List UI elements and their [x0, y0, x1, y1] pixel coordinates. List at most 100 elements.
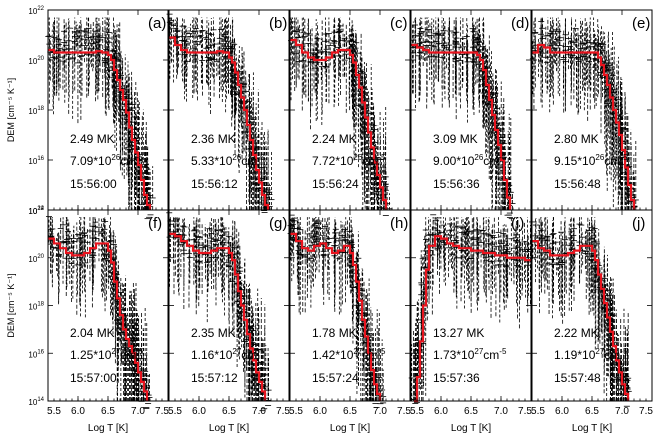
emission-measure-label: 7.09*1026cm-5 — [70, 153, 144, 168]
em-em-unit: cm — [241, 348, 257, 362]
em-em-mant: 9.15*10 — [554, 154, 596, 168]
temperature-label: 2.22 MK — [554, 326, 599, 340]
em-em-unit-exp: -5 — [136, 153, 144, 162]
y-tick-exp: 14 — [37, 206, 44, 212]
y-tick-base: 10 — [28, 107, 37, 116]
error-bars — [529, 217, 632, 407]
x-axis-label: Log T [K] — [209, 423, 249, 434]
x-axis-label: Log T [K] — [330, 423, 370, 434]
panel-a: (a) 2.49 MK 7.09*1026cm-5 15:56:00 — [45, 9, 169, 220]
x-tick-label: 6.0 — [434, 406, 448, 417]
panel-label: (g) — [269, 215, 287, 232]
panel-j: (j) 2.22 MK 1.19*1027cm-5 15:57:48 — [529, 209, 653, 407]
ticks — [47, 209, 169, 402]
em-em-unit-exp: -5 — [378, 347, 386, 356]
emission-measure-label: 1.42*1027cm-5 — [312, 347, 386, 362]
y-tick-exp: 20 — [37, 56, 44, 62]
x-axis-label: Log T [K] — [572, 423, 612, 434]
y-tick-base: 10 — [28, 350, 37, 359]
em-em-exp: 26 — [474, 153, 483, 162]
panel-label: (b) — [269, 15, 287, 32]
x-tick-label: 6.5 — [585, 406, 599, 417]
y-tick-base: 10 — [28, 57, 37, 66]
y-tick-exp: 22 — [37, 6, 44, 12]
y-tick-base: 10 — [28, 207, 37, 216]
panel-f: (f) 2.04 MK 1.25*1027cm-5 15:57:00 — [45, 209, 169, 409]
ticks — [168, 209, 290, 402]
em-em-unit: cm — [241, 154, 257, 168]
emission-measure-label: 5.33*1026cm-5 — [191, 153, 265, 168]
x-axis-label: Log T [K] — [451, 423, 491, 434]
em-em-mant: 1.19*10 — [554, 348, 596, 362]
y-tick-exp: 22 — [37, 206, 44, 212]
em-em-exp: 26 — [232, 153, 241, 162]
em-em-exp: 27 — [595, 347, 604, 356]
x-tick-label: 6.5 — [101, 406, 115, 417]
y-tick-label: 1014 — [28, 206, 44, 216]
em-em-mant: 1.42*10 — [312, 348, 354, 362]
y-tick-exp: 18 — [37, 302, 44, 308]
y-tick-label: 1016 — [28, 156, 44, 166]
emission-measure-label: 9.00*1026cm-5 — [433, 153, 507, 168]
em-em-exp: 27 — [232, 347, 241, 356]
x-tick-label: 7.5 — [155, 406, 169, 417]
y-tick-exp: 16 — [37, 156, 44, 162]
dem-curve — [290, 38, 388, 210]
ticks — [410, 209, 532, 402]
y-tick-label: 1022 — [28, 206, 44, 216]
dem-curve — [414, 235, 531, 403]
y-tick-label: 1018 — [28, 302, 44, 312]
x-tick-label: 7.5 — [397, 406, 411, 417]
panel-e: (e) 2.80 MK 9.15*1026cm-5 15:56:48 — [529, 9, 653, 211]
panel-d: (d) 3.09 MK 9.00*1026cm-5 15:56:36 — [409, 9, 532, 220]
em-em-exp: 27 — [474, 347, 483, 356]
em-em-unit: cm — [604, 348, 620, 362]
x-tick-label: 7.5 — [639, 406, 653, 417]
emission-measure-label: 1.25*1027cm-5 — [70, 347, 144, 362]
panel-label: (e) — [632, 15, 650, 32]
x-axis-label: Log T [K] — [88, 423, 128, 434]
panel-label: (h) — [390, 215, 408, 232]
em-em-mant: 9.00*10 — [433, 154, 475, 168]
ticks — [289, 209, 411, 402]
em-em-exp: 26 — [111, 153, 120, 162]
em-em-unit: cm — [483, 154, 499, 168]
y-tick-exp: 20 — [37, 254, 44, 260]
panel-label: (a) — [148, 15, 166, 32]
dem-curve — [532, 239, 630, 401]
em-em-unit: cm — [362, 154, 378, 168]
error-bars — [166, 13, 275, 213]
em-em-unit-exp: -5 — [499, 153, 507, 162]
y-tick-label: 1020 — [28, 254, 44, 264]
x-tick-label: 6.0 — [555, 406, 569, 417]
panel-g: (g) 2.35 MK 1.16*1027cm-5 15:57:12 — [166, 209, 290, 412]
y-tick-exp: 14 — [37, 397, 44, 403]
panel-label: (i) — [511, 215, 524, 232]
em-em-unit: cm — [120, 348, 136, 362]
x-tick-label: 5.5 — [168, 406, 182, 417]
error-bars — [288, 17, 393, 216]
em-em-unit: cm — [120, 154, 136, 168]
x-tick-label: 7.0 — [615, 406, 629, 417]
emission-measure-label: 1.19*1027cm-5 — [554, 347, 628, 362]
temperature-label: 1.78 MK — [312, 326, 357, 340]
emission-measure-label: 7.72*1026cm-5 — [312, 153, 386, 168]
x-tick-label: 5.5 — [289, 406, 303, 417]
time-label: 15:56:24 — [312, 177, 359, 191]
y-tick-label: 1022 — [28, 6, 44, 16]
em-em-exp: 26 — [353, 153, 362, 162]
em-em-unit-exp: -5 — [257, 347, 265, 356]
y-tick-base: 10 — [28, 207, 37, 216]
time-label: 15:56:48 — [554, 177, 601, 191]
em-em-mant: 1.73*10 — [433, 348, 475, 362]
y-tick-exp: 18 — [37, 106, 44, 112]
time-label: 15:57:00 — [70, 371, 117, 385]
x-tick-label: 7.0 — [131, 406, 145, 417]
y-tick-base: 10 — [28, 255, 37, 264]
y-axis-label: DEM [cm⁻⁵ K⁻¹] — [6, 78, 16, 142]
time-label: 15:56:12 — [191, 177, 238, 191]
temperature-label: 2.04 MK — [70, 326, 115, 340]
error-bars — [166, 212, 272, 412]
time-label: 15:56:00 — [70, 177, 117, 191]
x-tick-label: 7.0 — [494, 406, 508, 417]
